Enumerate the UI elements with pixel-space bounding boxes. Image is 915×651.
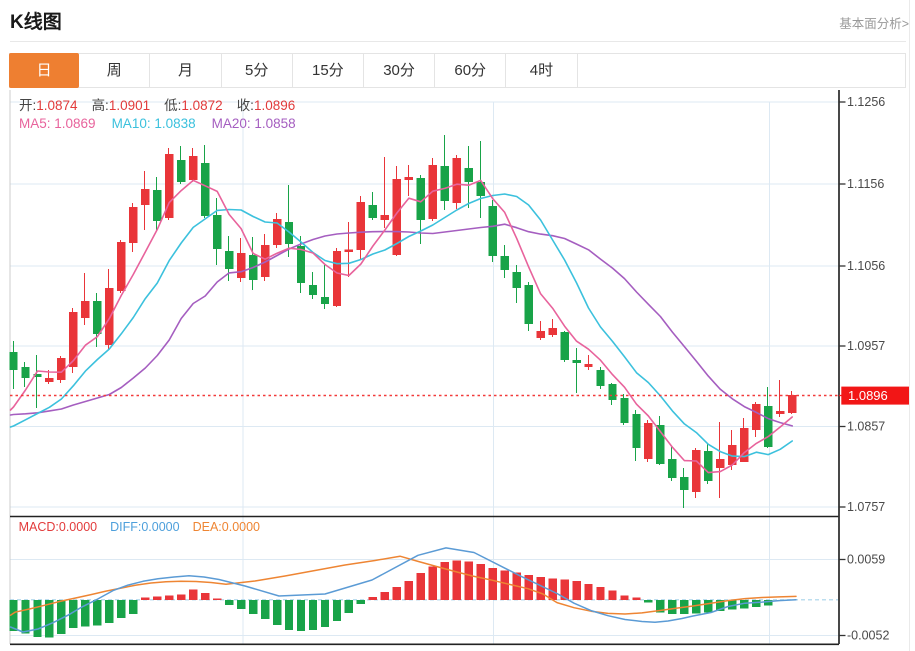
svg-text:1.1156: 1.1156 <box>847 177 884 191</box>
svg-text:1.0957: 1.0957 <box>847 339 885 353</box>
svg-text:0.0059: 0.0059 <box>847 553 885 567</box>
svg-text:1.0757: 1.0757 <box>847 500 885 514</box>
svg-text:1.1256: 1.1256 <box>847 95 885 109</box>
svg-text:1.1056: 1.1056 <box>847 259 885 273</box>
svg-text:1.0857: 1.0857 <box>847 420 885 434</box>
svg-text:1.0896: 1.0896 <box>848 388 888 403</box>
svg-text:-0.0052: -0.0052 <box>847 629 889 643</box>
